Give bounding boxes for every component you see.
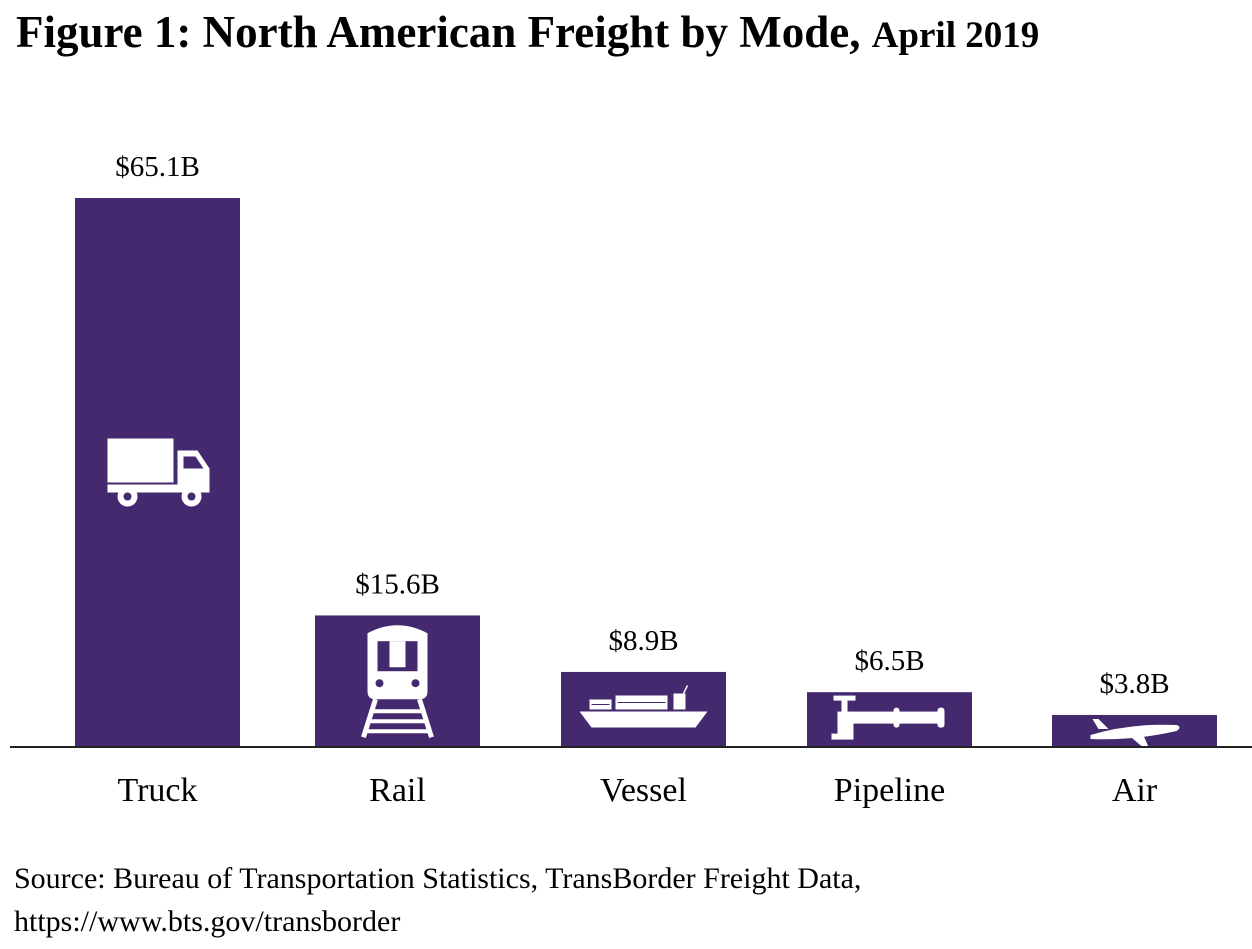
pipeline-icon [831, 695, 945, 740]
title-main: Figure 1: North American Freight by Mode… [16, 7, 861, 57]
x-tick-label: Vessel [600, 772, 687, 809]
source-line-1: Source: Bureau of Transportation Statist… [14, 862, 862, 895]
airplane-icon [1090, 718, 1180, 747]
x-tick-label: Truck [118, 772, 198, 809]
data-label: $8.9B [608, 625, 678, 657]
data-label: $65.1B [115, 151, 200, 183]
data-label: $6.5B [854, 645, 924, 677]
x-tick-label: Rail [369, 772, 426, 809]
truck-icon [107, 438, 210, 507]
data-label: $3.8B [1099, 668, 1169, 700]
x-tick-label: Air [1112, 772, 1158, 809]
ship-icon [579, 685, 708, 728]
x-tick-label: Pipeline [834, 772, 945, 809]
train-icon [361, 625, 434, 738]
source-line-2: https://www.bts.gov/transborder [14, 905, 401, 938]
chart-title: Figure 1: North American Freight by Mode… [16, 6, 1039, 58]
title-date: April 2019 [871, 15, 1040, 56]
data-label: $15.6B [355, 568, 440, 600]
